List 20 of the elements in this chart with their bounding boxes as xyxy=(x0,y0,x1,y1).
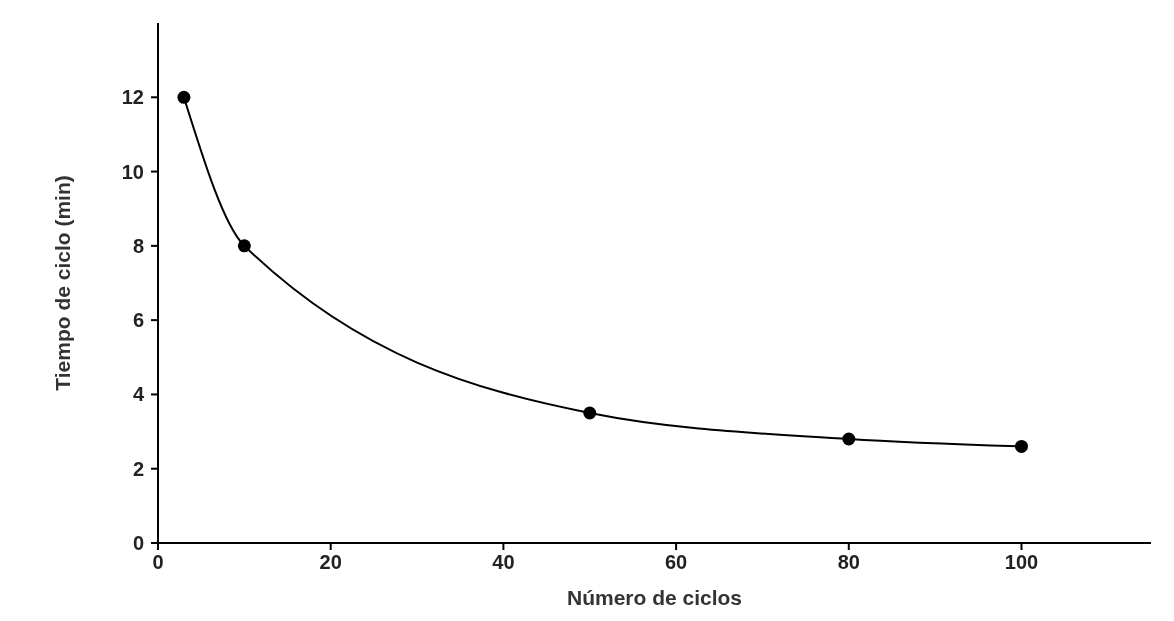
x-tick-label: 40 xyxy=(492,551,515,573)
y-tick-label: 6 xyxy=(132,309,144,332)
y-tick-label: 2 xyxy=(132,457,144,480)
point xyxy=(583,406,597,420)
point xyxy=(842,432,856,446)
y-tick-label: 4 xyxy=(132,383,145,406)
point xyxy=(1014,439,1028,453)
x-tick-label: 0 xyxy=(152,551,164,573)
x-axis-title: Número de ciclos xyxy=(566,586,743,609)
x-tick-label: 100 xyxy=(1004,551,1039,573)
point xyxy=(177,90,191,104)
y-tick-label: 10 xyxy=(121,160,144,183)
y-tick-label: 0 xyxy=(132,532,144,554)
x-tick-label: 80 xyxy=(837,551,860,573)
y-tick-label: 8 xyxy=(132,234,144,257)
x-tick-label: 60 xyxy=(664,551,688,573)
x-tick-label: 20 xyxy=(319,551,342,573)
y-axis-title: Tiempo de ciclo (min) xyxy=(51,175,74,391)
point xyxy=(237,239,251,253)
y-tick-label: 12 xyxy=(121,86,144,109)
